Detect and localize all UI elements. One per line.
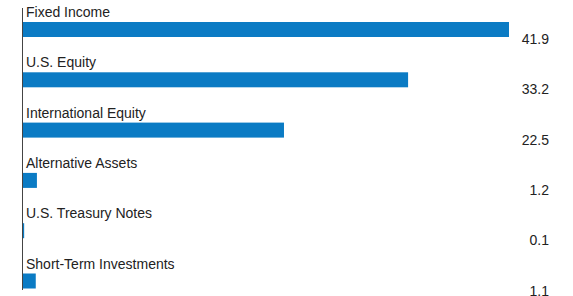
category-label: Fixed Income — [26, 4, 110, 20]
data-label: 1.2 — [530, 182, 550, 198]
category-axis — [22, 8, 23, 290]
bar — [23, 274, 36, 289]
bar — [23, 72, 408, 87]
category-label: Short-Term Investments — [26, 256, 175, 272]
bar — [23, 22, 509, 37]
chart: Fixed Income 41.9 U.S. Equity 33.2 Internati… — [0, 0, 573, 296]
category-label: U.S. Equity — [26, 54, 96, 70]
category-label: U.S. Treasury Notes — [26, 205, 152, 221]
data-label: 0.1 — [530, 232, 550, 248]
category-label: International Equity — [26, 105, 146, 121]
bar — [23, 173, 37, 188]
data-label: 33.2 — [522, 81, 549, 97]
data-label: 41.9 — [522, 31, 549, 47]
bar — [23, 123, 284, 138]
labels: Fixed Income 41.9 U.S. Equity 33.2 Internati… — [26, 4, 549, 296]
bar — [23, 223, 24, 238]
data-label: 1.1 — [530, 283, 550, 296]
bars — [23, 22, 509, 289]
data-label: 22.5 — [522, 132, 549, 148]
category-label: Alternative Assets — [26, 155, 137, 171]
